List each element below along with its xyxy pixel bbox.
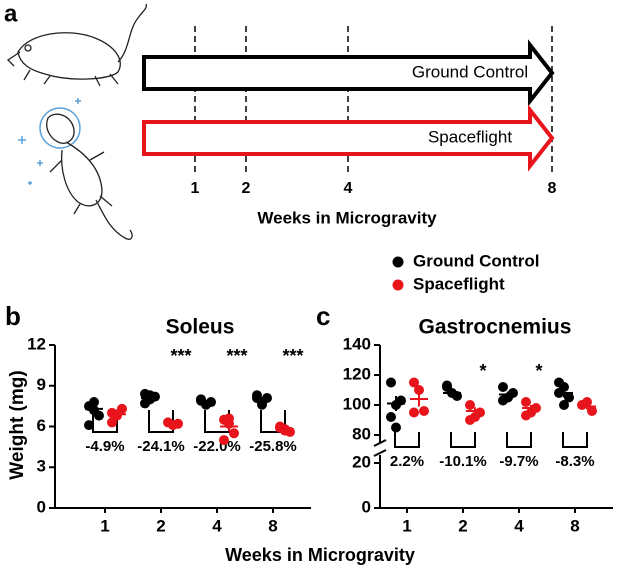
timeline-arrow bbox=[142, 39, 555, 107]
significance-label: *** bbox=[226, 346, 247, 366]
comparison-bracket bbox=[450, 432, 476, 448]
data-point bbox=[582, 397, 592, 407]
x-tick-label: 1 bbox=[402, 516, 411, 535]
data-point bbox=[409, 377, 419, 388]
x-tick-label: 4 bbox=[212, 516, 222, 535]
change-label: -4.9% bbox=[85, 438, 124, 455]
y-tick-label: 12 bbox=[27, 334, 46, 353]
significance-label: * bbox=[479, 361, 486, 381]
chart-title: Gastrocnemius bbox=[419, 316, 572, 339]
x-tick-label: 8 bbox=[268, 516, 277, 535]
y-tick-label: 6 bbox=[37, 416, 46, 435]
legend-label: Ground Control bbox=[413, 251, 540, 270]
panel-label: c bbox=[316, 301, 330, 331]
x-tick-label: 4 bbox=[344, 180, 353, 197]
y-tick-label: 80 bbox=[352, 424, 371, 443]
data-point bbox=[391, 422, 401, 433]
data-point bbox=[414, 385, 424, 395]
data-point bbox=[475, 407, 485, 418]
x-tick-label: 8 bbox=[548, 180, 557, 197]
data-point bbox=[84, 420, 94, 431]
y-tick-label: 3 bbox=[37, 457, 46, 476]
y-tick-label: 100 bbox=[343, 394, 371, 413]
y-axis-label: Weight (mg) bbox=[7, 370, 28, 479]
data-point bbox=[219, 435, 229, 446]
data-point bbox=[559, 400, 569, 410]
data-point bbox=[386, 377, 396, 388]
x-tick-label: 2 bbox=[242, 180, 251, 197]
ground-mouse-drawing bbox=[6, 3, 148, 87]
x-axis-label: Weeks in Microgravity bbox=[225, 545, 415, 565]
comparison-bracket bbox=[562, 432, 588, 448]
y-tick-label: 20 bbox=[352, 452, 371, 471]
comparison-bracket bbox=[394, 432, 420, 448]
comparison-bracket bbox=[260, 410, 286, 433]
change-label: -10.1% bbox=[439, 453, 487, 470]
y-tick-label: 0 bbox=[37, 497, 46, 516]
chart-title: Soleus bbox=[166, 316, 235, 339]
data-point bbox=[140, 398, 150, 409]
y-tick-label: 140 bbox=[343, 334, 371, 353]
significance-label: * bbox=[535, 361, 542, 381]
diagram-x-label: Weeks in Microgravity bbox=[257, 208, 437, 227]
data-point bbox=[442, 380, 452, 391]
change-label: -25.8% bbox=[249, 438, 297, 455]
legend-marker bbox=[392, 256, 404, 268]
x-tick-label: 2 bbox=[458, 516, 467, 535]
data-point bbox=[465, 400, 475, 410]
data-point bbox=[521, 410, 531, 421]
data-point bbox=[498, 382, 508, 392]
data-point bbox=[521, 397, 531, 407]
significance-label: *** bbox=[170, 346, 191, 366]
data-point bbox=[419, 406, 429, 416]
y-tick-label: 0 bbox=[362, 497, 371, 516]
panel-label: a bbox=[4, 0, 18, 27]
change-label: 2.2% bbox=[390, 453, 424, 470]
comparison-bracket bbox=[506, 432, 532, 448]
change-label: -22.0% bbox=[193, 438, 241, 455]
data-point bbox=[498, 395, 508, 406]
x-tick-label: 1 bbox=[191, 180, 200, 197]
change-label: -9.7% bbox=[499, 453, 538, 470]
data-point bbox=[386, 412, 396, 422]
x-tick-label: 2 bbox=[156, 516, 165, 535]
change-label: -8.3% bbox=[555, 453, 594, 470]
significance-label: *** bbox=[282, 346, 303, 366]
spaceflight-mouse-drawing bbox=[18, 98, 133, 240]
charts: Ground Control Spaceflight b Soleus Weight (… bbox=[5, 251, 613, 535]
x-tick-label: 1 bbox=[100, 516, 109, 535]
y-tick-label: 9 bbox=[37, 375, 46, 394]
timeline-arrow bbox=[142, 104, 555, 172]
change-label: -24.1% bbox=[137, 438, 185, 455]
panel-label: b bbox=[5, 301, 21, 331]
comparison-bracket bbox=[92, 410, 118, 433]
axis-break bbox=[373, 439, 387, 457]
timeline: 1 2 4 8 Ground Control Spaceflight Weeks in Mi… bbox=[142, 26, 557, 227]
data-point bbox=[587, 406, 597, 416]
arrow-label: Ground Control bbox=[412, 62, 528, 81]
x-tick-label: 4 bbox=[514, 516, 524, 535]
data-point bbox=[196, 395, 206, 406]
legend-marker bbox=[392, 279, 404, 291]
data-point bbox=[89, 397, 99, 408]
data-point bbox=[409, 407, 419, 418]
data-point bbox=[508, 388, 518, 398]
data-point bbox=[564, 392, 574, 403]
y-tick-label: 120 bbox=[343, 364, 371, 383]
x-tick-label: 8 bbox=[570, 516, 579, 535]
data-point bbox=[465, 415, 475, 425]
legend-label: Spaceflight bbox=[413, 274, 505, 293]
data-point bbox=[229, 428, 239, 439]
arrow-label: Spaceflight bbox=[428, 127, 512, 146]
